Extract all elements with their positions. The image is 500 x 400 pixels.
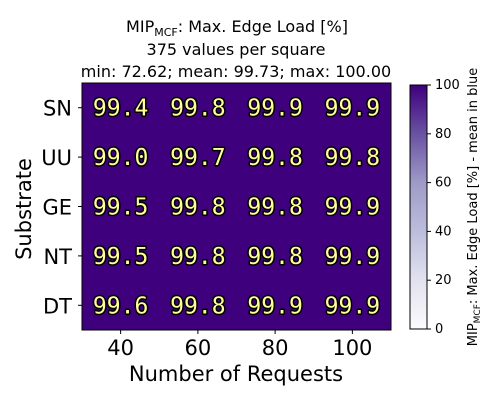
cell-value-label: 99.8 [247, 195, 302, 221]
heatmap-cell [236, 83, 315, 133]
heatmap-cell [236, 132, 315, 183]
cell-value-label: 99.7 [170, 145, 225, 171]
x-axis-label: Number of Requests [129, 362, 343, 386]
colorbar-tick-label: 100 [435, 78, 460, 93]
colorbar-ticks: 0 20 40 60 80 100 [427, 78, 460, 337]
x-tick-label: 60 [185, 336, 212, 360]
colorbar-label-subscript: MCF [473, 304, 483, 323]
colorbar-tick-label: 40 [435, 224, 452, 239]
x-tick-label: 100 [332, 336, 372, 360]
x-tick-label: 80 [262, 336, 289, 360]
colorbar-strip [409, 84, 428, 330]
title-prefix-subscript: MCF [154, 26, 178, 39]
heatmap-cell [236, 231, 315, 282]
cell-value-label: 99.6 [93, 293, 148, 319]
colorbar-label-main: : Max. Edge Load [%] - mean in blue [466, 68, 481, 304]
y-tick-label: SN [43, 97, 72, 121]
heatmap-cell [82, 83, 160, 133]
colorbar-tick-label: 20 [435, 273, 452, 288]
title-main: : Max. Edge Load [%] [178, 17, 348, 36]
heatmap-cell [82, 280, 160, 331]
cell-value-label: 99.9 [247, 293, 302, 319]
heatmap-cells [82, 83, 392, 331]
heatmap-cell [159, 83, 237, 133]
heatmap-cell [82, 132, 160, 183]
cell-value-label: 99.0 [93, 145, 148, 171]
chart-title: MIPMCF: Max. Edge Load [%] [126, 17, 348, 39]
y-tick-label: DT [43, 294, 72, 318]
cell-value-label: 99.9 [325, 195, 380, 221]
colorbar-label: MIPMCF: Max. Edge Load [%] - mean in blu… [466, 68, 483, 346]
y-axis-label: Substrate [12, 158, 36, 260]
cell-value-label: 99.8 [247, 244, 302, 270]
heatmap-cell [313, 83, 392, 133]
heatmap-cell [82, 181, 160, 232]
heatmap-cell-labels: 99.4 99.8 99.9 99.9 99.0 99.7 99.8 99.8 99.5 99.8… [91, 94, 381, 321]
x-tick-label: 40 [107, 336, 134, 360]
heatmap-cell [159, 231, 237, 282]
cell-value-label: 99.9 [325, 244, 380, 270]
heatmap-cell [236, 280, 315, 331]
cell-value-label: 99.8 [170, 195, 225, 221]
plot-area: 99.4 99.8 99.9 99.9 99.0 99.7 99.8 99.8 99.5 99.8… [81, 82, 392, 331]
cell-value-label: 99.9 [325, 293, 380, 319]
heatmap-cell [313, 231, 392, 282]
y-axis-ticks: SN UU GE NT DT [41, 97, 82, 318]
heatmap-cell [313, 132, 392, 183]
cell-value-label: 99.8 [170, 293, 225, 319]
heatmap-cell [82, 231, 160, 282]
cell-value-label: 99.5 [93, 244, 148, 270]
colorbar-label-prefix: MIP [466, 323, 481, 346]
chart-subtitle: 375 values per square [147, 40, 326, 59]
colorbar-tick-label: 60 [435, 176, 452, 191]
chart-stats: min: 72.62; mean: 99.73; max: 100.00 [81, 62, 391, 81]
heatmap-cell [159, 181, 237, 232]
cell-value-label: 99.8 [170, 244, 225, 270]
x-axis-ticks: 40 60 80 100 [107, 330, 372, 360]
title-prefix: MIP [126, 17, 155, 36]
y-tick-label: UU [41, 146, 72, 170]
colorbar: 0 20 40 60 80 100 MIPMCF: Max. Edge Load [%] … [409, 68, 483, 346]
cell-value-label: 99.9 [247, 96, 302, 122]
cell-value-label: 99.8 [170, 96, 225, 122]
colorbar-tick-label: 80 [435, 127, 452, 142]
heatmap-cell [159, 132, 237, 183]
cell-value-label: 99.8 [247, 145, 302, 171]
cell-value-label: 99.5 [93, 195, 148, 221]
heatmap-cell [159, 280, 237, 331]
colorbar-tick-label: 0 [435, 322, 443, 337]
y-tick-label: NT [43, 245, 72, 269]
heatmap-cell [236, 181, 315, 232]
cell-value-label: 99.4 [93, 96, 148, 122]
cell-value-label: 99.9 [325, 96, 380, 122]
y-tick-label: GE [42, 196, 72, 220]
heatmap-cell [313, 280, 392, 331]
cell-value-label: 99.8 [325, 145, 380, 171]
heatmap-cell [313, 181, 392, 232]
